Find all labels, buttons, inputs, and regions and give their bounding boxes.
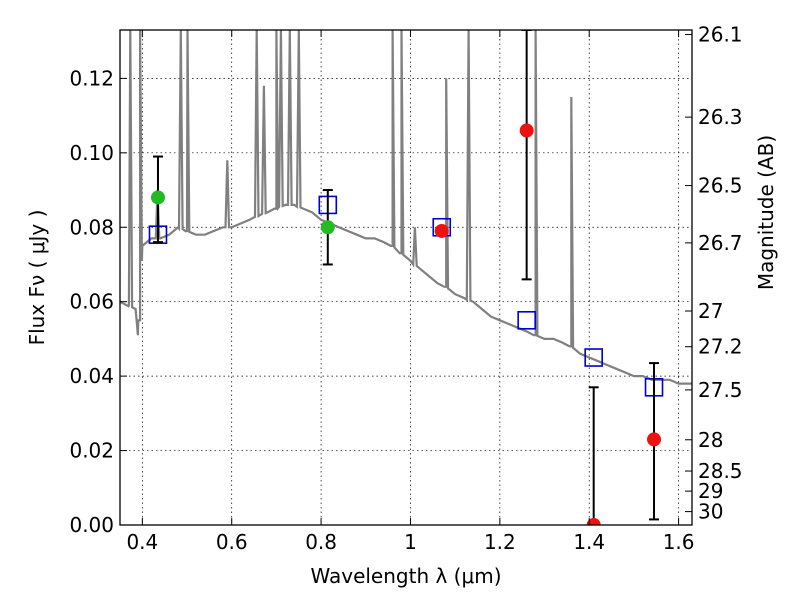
plot-frame — [119, 29, 693, 526]
circle-marker — [150, 190, 165, 205]
data-markers — [148, 30, 664, 525]
y-tick-label: 0.02 — [69, 439, 114, 463]
circle-marker — [434, 223, 449, 238]
x-tick-label: 0.6 — [216, 530, 248, 554]
right-tick-label: 26.5 — [698, 174, 743, 198]
y-tick-label: 0.06 — [69, 290, 114, 314]
right-tick-label: 26.1 — [698, 22, 743, 46]
right-tick-label: 28.5 — [698, 459, 743, 483]
x-tick-label: 0.4 — [126, 530, 158, 554]
y-tick-label: 0.08 — [69, 215, 114, 239]
circle-marker — [586, 518, 601, 525]
x-axis-label: Wavelength λ (μm) — [310, 564, 501, 588]
circle-marker — [647, 432, 662, 447]
right-tick-label: 30 — [698, 500, 723, 524]
spectrum-line — [120, 30, 692, 385]
circle-marker — [519, 123, 534, 138]
x-tick-label: 0.8 — [305, 530, 337, 554]
square-marker — [517, 311, 536, 330]
y-tick-label: 0.00 — [69, 513, 114, 537]
right-tick-label: 29 — [698, 479, 723, 503]
right-tick-label: 28 — [698, 428, 723, 452]
y-axis-label: Flux Fν ( μJy ) — [25, 210, 49, 346]
y-tick-label: 0.12 — [69, 66, 114, 90]
model-spectrum — [120, 30, 692, 385]
y-tick-label: 0.10 — [69, 141, 114, 165]
axis-ticks: 0.4 0.6 0.8 1 1.2 1.4 1.6 0.00 0.02 0.04 0.06 0.08 0… — [69, 22, 742, 554]
x-tick-label: 1 — [404, 530, 417, 554]
x-tick-label: 1.4 — [573, 530, 605, 554]
right-tick-label: 27 — [698, 299, 723, 323]
y-tick-label: 0.04 — [69, 364, 114, 388]
grid-lines — [120, 30, 692, 525]
right-tick-label: 27.5 — [698, 378, 743, 402]
right-axis-label: Magnitude (AB) — [754, 135, 778, 290]
x-tick-label: 1.2 — [484, 530, 516, 554]
right-tick-label: 26.7 — [698, 231, 743, 255]
square-marker — [584, 348, 603, 367]
right-tick-label: 26.3 — [698, 105, 743, 129]
right-tick-label: 27.2 — [698, 335, 743, 359]
x-tick-label: 1.6 — [663, 530, 695, 554]
circle-marker — [320, 220, 335, 235]
